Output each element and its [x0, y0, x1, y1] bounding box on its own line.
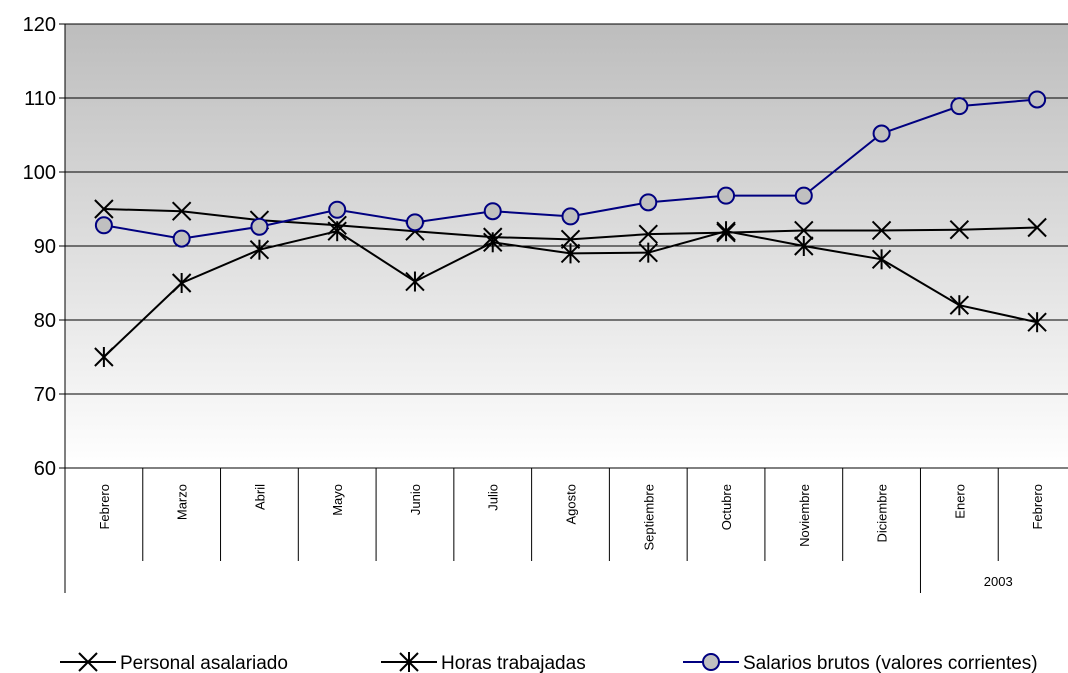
marker-x	[94, 199, 114, 219]
legend: Personal asalariado Horas trabajadas Salar…	[60, 652, 1038, 673]
x-tick-label: Marzo	[175, 484, 190, 520]
marker-circle	[794, 186, 813, 205]
x-tick-label: Junio	[408, 484, 423, 515]
x-tick-label: Febrero	[1030, 484, 1045, 530]
x-tick-label: Diciembre	[875, 484, 890, 543]
x-tick-label: Agosto	[564, 484, 579, 524]
marker-circle	[94, 216, 113, 235]
series	[94, 90, 1047, 367]
marker-circle	[561, 207, 580, 226]
x-tick-label: Julio	[486, 484, 501, 511]
legend-item-2: Salarios brutos (valores corrientes)	[683, 653, 1038, 673]
marker-circle	[405, 213, 424, 232]
legend-label: Horas trabajadas	[441, 653, 586, 673]
x-tick-label: Mayo	[330, 484, 345, 516]
marker-x	[1027, 217, 1047, 238]
x-tick-label: Septiembre	[641, 484, 656, 550]
marker-x	[949, 220, 970, 240]
x-tick-label: Octubre	[719, 484, 734, 530]
y-tick-label: 120	[23, 14, 56, 36]
axes	[59, 23, 999, 593]
marker-circle	[172, 229, 191, 248]
y-tick-label: 60	[34, 458, 56, 480]
marker-x	[560, 229, 581, 250]
legend-label: Salarios brutos (valores corrientes)	[743, 653, 1038, 673]
marker-circle	[950, 97, 969, 116]
marker-x	[638, 224, 658, 244]
x-tick-label: Febrero	[97, 484, 112, 530]
marker-x	[171, 201, 192, 221]
marker-x	[871, 220, 892, 241]
legend-item-0: Personal asalariado	[60, 652, 288, 673]
legend-item-1: Horas trabajadas	[381, 652, 586, 673]
marker-circle	[483, 202, 502, 221]
marker-x	[78, 652, 98, 672]
series-2	[94, 90, 1047, 248]
grid-lines	[65, 23, 1068, 469]
x-tick-label: Noviembre	[797, 484, 812, 547]
y-tick-labels: 60 70 80 90 100 110 120	[23, 14, 56, 480]
marker-circle	[639, 193, 658, 212]
x-tick-label: Enero	[952, 484, 967, 519]
x-tick-labels: Febrero Marzo Abril Mayo Junio Julio Agosto Sep…	[97, 484, 1045, 589]
marker-circle	[1028, 90, 1047, 109]
year-label: 2003	[984, 574, 1013, 589]
marker-circle	[717, 186, 736, 205]
marker-circle	[250, 217, 269, 236]
marker-circle	[328, 200, 347, 219]
x-tick-label: Abril	[252, 484, 267, 510]
y-tick-label: 110	[24, 88, 56, 110]
y-tick-label: 90	[34, 236, 56, 258]
y-tick-label: 100	[23, 162, 56, 184]
marker-circle	[702, 653, 720, 671]
legend-label: Personal asalariado	[120, 653, 288, 673]
series-1	[94, 221, 1047, 367]
marker-circle	[872, 124, 891, 143]
y-tick-label: 80	[34, 310, 56, 332]
y-tick-label: 70	[34, 384, 56, 406]
marker-x	[794, 220, 814, 241]
